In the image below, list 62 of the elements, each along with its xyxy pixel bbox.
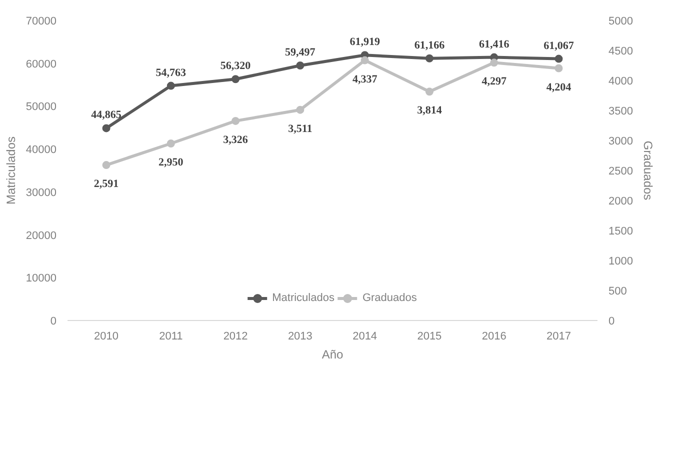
x-tick-label: 2014: [352, 330, 378, 342]
y2-tick-label: 2000: [608, 196, 633, 208]
data-label: 4,204: [546, 81, 572, 94]
data-label: 3,511: [288, 122, 312, 135]
data-label: 59,497: [285, 46, 316, 59]
point: [102, 161, 110, 170]
data-label: 56,320: [220, 60, 252, 72]
point: [296, 106, 304, 114]
point: [166, 140, 175, 148]
data-label: 4,297: [482, 76, 507, 88]
y-tick-label: 30000: [26, 186, 57, 199]
legend-label: Graduados: [362, 292, 417, 304]
point: [554, 54, 563, 63]
y2-tick-label: 0: [608, 316, 615, 328]
data-label: 4,337: [352, 73, 378, 86]
y-axis-title: Matriculados: [4, 136, 18, 205]
x-tick-label: 2012: [223, 330, 248, 342]
point: [232, 116, 240, 125]
y-tick-label: 60000: [26, 58, 57, 70]
point: [232, 75, 240, 84]
point: [490, 58, 498, 67]
x-tick-label: 2010: [94, 330, 119, 342]
y2-tick-label: 1000: [608, 256, 633, 268]
y2-tick-label: 4500: [608, 46, 633, 58]
y2-tick-label: 1500: [608, 226, 633, 238]
y2-tick-label: 3000: [608, 136, 633, 148]
y2-tick-label: 5000: [608, 16, 633, 28]
legend-label: Matriculados: [272, 292, 334, 304]
data-label: 61,416: [478, 38, 510, 50]
x-tick-label: 2013: [288, 330, 312, 342]
y2-axis-title: Graduados: [640, 140, 655, 200]
y2-tick-label: 3500: [608, 106, 633, 118]
data-label: 54,763: [156, 66, 187, 79]
x-tick-label: 2017: [546, 330, 571, 342]
y-tick-label: 40000: [26, 144, 57, 156]
data-label: 3,326: [223, 134, 248, 146]
data-label: 61,166: [414, 39, 446, 52]
y2-tick-label: 4000: [608, 76, 633, 88]
point: [425, 54, 434, 62]
y-tick-label: 70000: [26, 16, 57, 28]
y-tick-label: 0: [50, 316, 57, 328]
x-axis-title: Año: [322, 348, 344, 362]
data-label: 2,591: [94, 178, 119, 190]
y-tick-label: 10000: [26, 272, 57, 285]
y-tick-label: 20000: [26, 230, 57, 242]
x-tick-label: 2011: [159, 330, 183, 342]
point: [425, 88, 434, 96]
data-label: 3,814: [417, 104, 442, 117]
data-label: 44,865: [91, 109, 122, 122]
point: [102, 124, 110, 132]
point: [166, 82, 175, 90]
data-label: 61,067: [544, 40, 574, 52]
data-label: 2,950: [158, 156, 184, 168]
y-tick-label: 50000: [26, 101, 57, 114]
y2-tick-label: 2500: [608, 166, 633, 178]
point: [360, 56, 369, 64]
point: [554, 64, 563, 72]
point: [296, 62, 304, 70]
data-label: 61,919: [350, 36, 380, 48]
y2-tick-label: 500: [608, 286, 627, 298]
x-tick-label: 2015: [417, 330, 442, 342]
x-tick-label: 2016: [482, 330, 506, 342]
